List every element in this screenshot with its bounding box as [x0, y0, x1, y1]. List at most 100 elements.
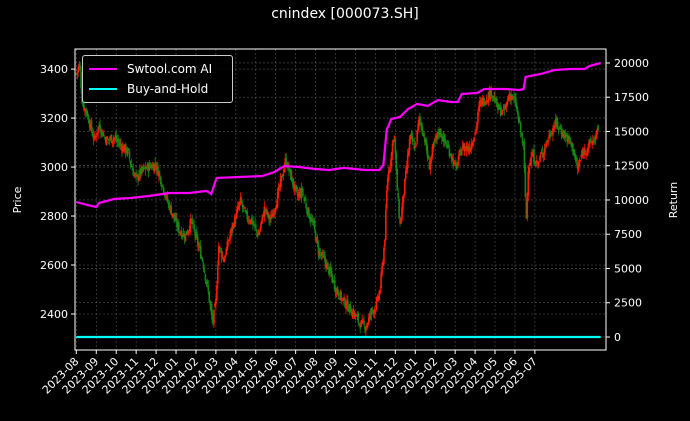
candle-body: [362, 320, 364, 323]
candle-body: [533, 149, 535, 163]
candle-body: [583, 148, 586, 155]
candle-body: [423, 136, 426, 142]
candle-body: [351, 311, 354, 318]
candle-body: [582, 150, 585, 156]
candle-body: [185, 231, 188, 235]
candle-body: [445, 145, 448, 148]
candle-body: [442, 135, 445, 141]
candle-body: [288, 165, 290, 172]
candle-body: [214, 303, 216, 308]
candle-body: [179, 232, 181, 233]
candle-body: [342, 298, 344, 301]
candle-body: [282, 173, 285, 177]
candle-body: [77, 67, 80, 73]
candle-body: [349, 305, 352, 313]
strategy-return-line: [76, 61, 601, 209]
candle-body: [294, 184, 297, 188]
candle-body: [211, 309, 213, 320]
candle-body: [499, 105, 502, 116]
candle-body: [518, 120, 521, 123]
candle-body: [570, 143, 572, 145]
candle-body: [513, 96, 515, 99]
candle-body: [239, 197, 242, 203]
candle-body: [269, 218, 271, 221]
candle-body: [80, 71, 82, 89]
candle-body: [127, 148, 130, 151]
candle-body: [137, 173, 139, 180]
candle-body: [530, 156, 532, 166]
candle-body: [273, 209, 276, 213]
candle-body: [395, 152, 398, 169]
candle-body: [526, 193, 529, 219]
candle-body: [523, 143, 526, 169]
candle-body: [260, 220, 263, 225]
candle-body: [574, 154, 577, 161]
candle-body: [132, 169, 135, 176]
candle-body: [448, 148, 451, 157]
candle-body: [170, 206, 173, 215]
candle-body: [293, 184, 296, 191]
candle-body: [114, 137, 117, 139]
candle-body: [104, 138, 107, 144]
candle-body: [145, 168, 148, 169]
candle-body: [385, 209, 387, 240]
candle-body: [383, 248, 385, 264]
candle-body: [221, 255, 224, 258]
candle-body: [508, 94, 511, 101]
candle-body: [357, 313, 360, 323]
candle-body: [89, 122, 92, 129]
candle-body: [378, 292, 380, 300]
candle-body: [117, 138, 119, 142]
candle-body: [343, 297, 345, 301]
candle-body: [589, 139, 591, 144]
candle-body: [385, 190, 388, 209]
candle-body: [161, 184, 164, 186]
candle-body: [312, 221, 315, 224]
candle-body: [515, 98, 517, 107]
candle-body: [486, 100, 489, 103]
candle-body: [376, 296, 379, 301]
candle-body: [563, 130, 566, 138]
candle-body: [404, 178, 406, 196]
candle-body: [109, 136, 112, 139]
candle-body: [204, 274, 207, 281]
candle-body: [535, 160, 538, 163]
candle-body: [212, 317, 214, 322]
candle-body: [333, 279, 336, 290]
candle-body: [493, 96, 495, 99]
candle-body: [310, 219, 313, 221]
candle-body: [175, 217, 177, 220]
candle-body: [495, 98, 497, 102]
candle-body: [329, 267, 331, 274]
candle-body: [213, 309, 215, 325]
candle-body: [594, 136, 597, 140]
candle-body: [154, 163, 156, 166]
candle-body: [230, 228, 232, 234]
candle-body: [359, 325, 362, 329]
candle-body: [411, 135, 414, 142]
candle-body: [309, 216, 311, 220]
candle-body: [505, 103, 508, 108]
candle-body: [233, 224, 235, 227]
candle-body: [188, 230, 191, 232]
candle-body: [477, 112, 479, 123]
candle-body: [176, 218, 178, 227]
candle-body: [217, 246, 220, 266]
candle-body: [460, 149, 463, 156]
candle-body: [277, 187, 280, 193]
candle-body: [401, 207, 403, 220]
candle-body: [265, 208, 268, 210]
candle-body: [83, 103, 85, 110]
candle-body: [263, 206, 266, 217]
candle-body: [95, 136, 98, 138]
candle-body: [451, 156, 454, 161]
candle-body: [492, 96, 494, 98]
candle-body: [516, 106, 518, 110]
candle-body: [348, 304, 351, 310]
candle-body: [195, 233, 197, 239]
candle-body: [476, 122, 478, 130]
candle-body: [209, 301, 211, 305]
candle-body: [413, 142, 416, 150]
candle-body: [592, 140, 594, 145]
candle-body: [366, 324, 368, 328]
